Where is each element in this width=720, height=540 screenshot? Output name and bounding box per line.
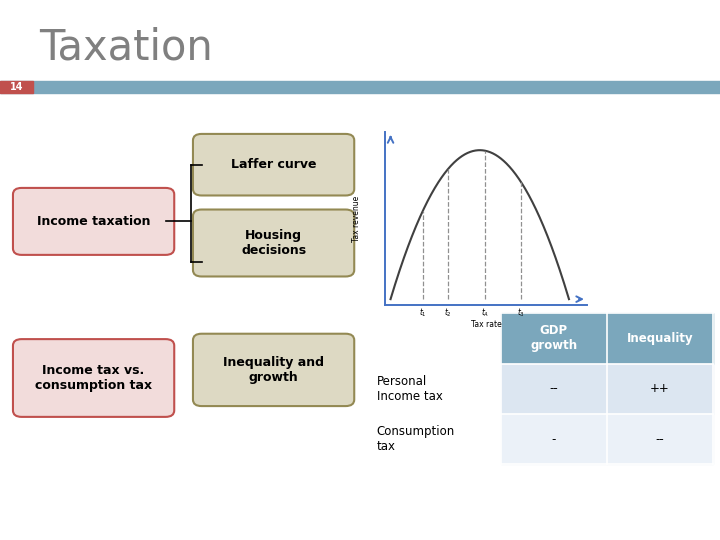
Bar <box>501 363 607 414</box>
Text: GDP
growth: GDP growth <box>530 325 577 353</box>
FancyBboxPatch shape <box>13 188 174 255</box>
Bar <box>501 313 607 363</box>
FancyBboxPatch shape <box>193 134 354 195</box>
Text: Consumption
tax: Consumption tax <box>377 425 455 453</box>
Bar <box>371 313 501 363</box>
Text: --: -- <box>655 433 664 446</box>
FancyBboxPatch shape <box>193 210 354 276</box>
Bar <box>607 313 713 363</box>
FancyBboxPatch shape <box>13 339 174 417</box>
Bar <box>371 414 501 464</box>
Bar <box>607 363 713 414</box>
Bar <box>0 81 33 93</box>
Text: Income tax vs.
consumption tax: Income tax vs. consumption tax <box>35 364 152 392</box>
FancyBboxPatch shape <box>193 334 354 406</box>
Text: Income taxation: Income taxation <box>37 215 150 228</box>
X-axis label: Tax rate: Tax rate <box>471 320 501 329</box>
Text: ++: ++ <box>650 382 670 395</box>
Bar <box>607 414 713 464</box>
Text: --: -- <box>549 382 558 395</box>
Text: Housing
decisions: Housing decisions <box>241 229 306 257</box>
Text: Taxation: Taxation <box>40 27 213 69</box>
Text: Personal
Income tax: Personal Income tax <box>377 375 442 403</box>
Text: Tax revenue: Tax revenue <box>352 195 361 242</box>
Text: Inequality: Inequality <box>626 332 693 345</box>
Text: -: - <box>552 433 556 446</box>
Text: 14: 14 <box>10 82 23 92</box>
Bar <box>371 363 501 414</box>
Text: Inequality and
growth: Inequality and growth <box>223 356 324 384</box>
Text: Laffer curve: Laffer curve <box>231 158 316 171</box>
Bar <box>501 414 607 464</box>
Bar <box>0 81 720 93</box>
